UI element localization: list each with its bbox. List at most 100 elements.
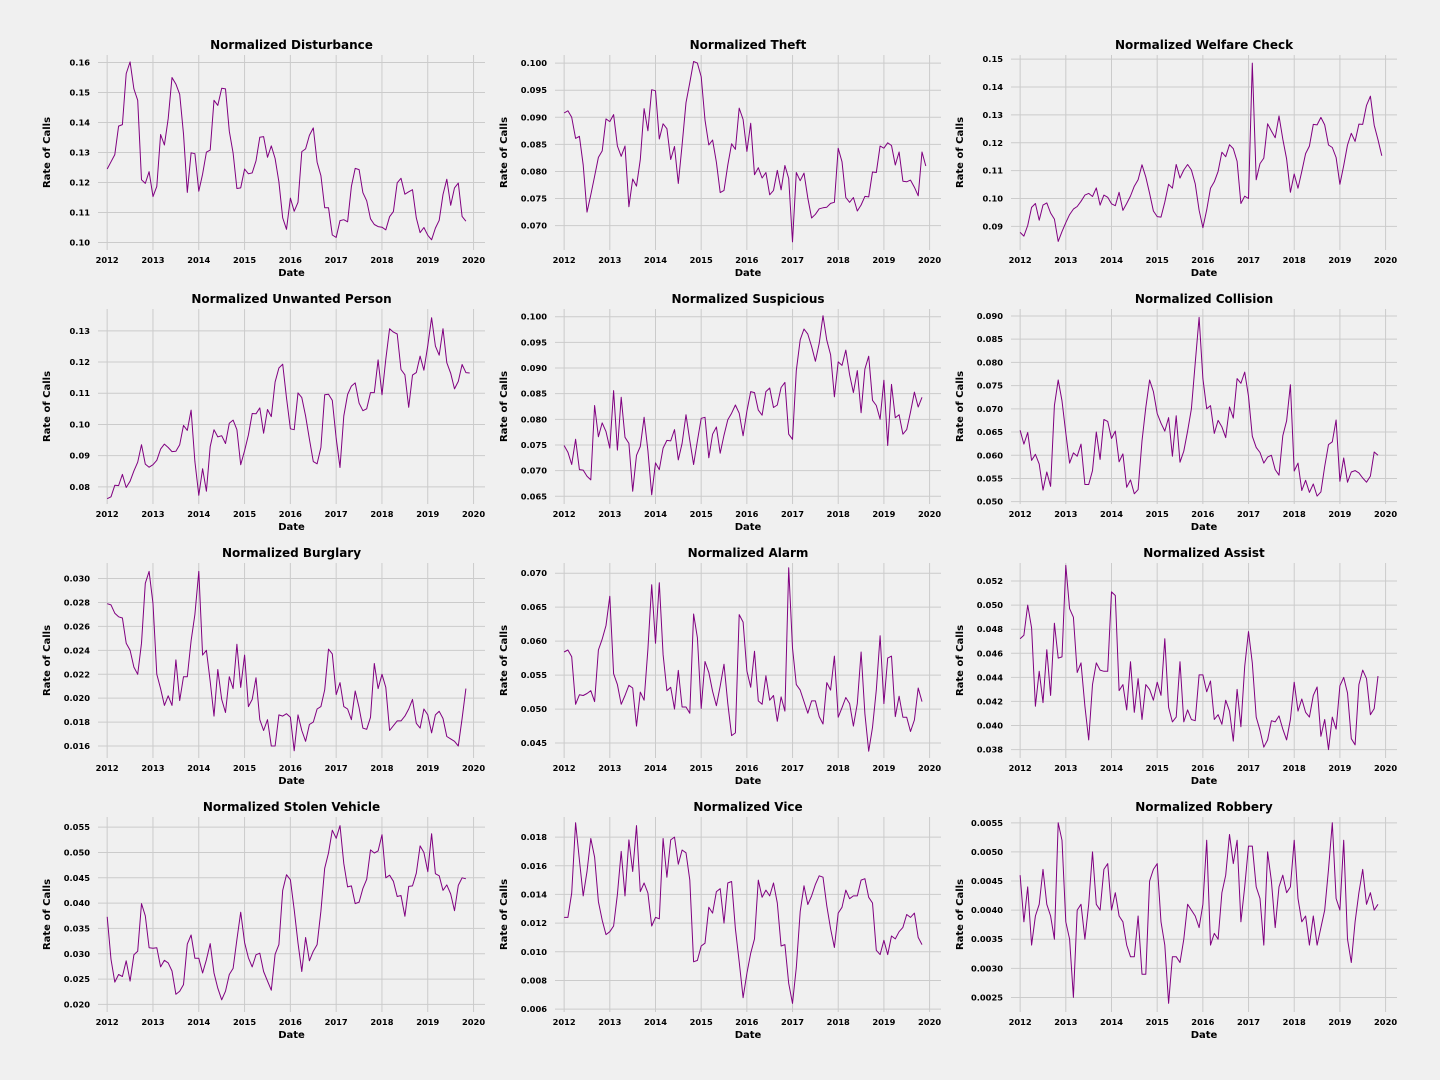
x-tick-label: 2016 [279,509,302,519]
y-tick-label: 0.050 [977,600,1003,610]
series-line-alarm [563,567,923,752]
x-tick-label: 2015 [233,255,256,265]
series-line-assist [1019,564,1379,751]
x-tick-label: 2019 [416,509,439,519]
y-tick-label: 0.008 [521,975,547,985]
y-tick-label: 0.055 [521,670,547,680]
x-tick-label: 2012 [553,255,576,265]
y-tick-label: 0.10 [70,419,91,429]
x-tick-label: 2015 [690,509,713,519]
y-tick-label: 0.030 [64,949,90,959]
series-line-collision [1019,316,1379,497]
y-tick-label: 0.048 [977,624,1003,634]
y-tick-label: 0.010 [521,947,547,957]
x-tick-label: 2019 [1328,763,1351,773]
y-tick-label: 0.055 [977,473,1003,483]
x-tick-label: 2020 [918,1017,941,1027]
x-tick-label: 2013 [141,763,164,773]
y-tick-label: 0.08 [70,482,91,492]
chart-title: Normalized Vice [693,800,802,814]
y-tick-label: 0.085 [521,139,547,149]
y-tick-label: 0.14 [70,118,91,128]
x-tick-label: 2018 [370,509,393,519]
x-tick-label: 2016 [1191,763,1214,773]
x-tick-label: 2013 [1054,763,1077,773]
x-tick-label: 2014 [187,763,210,773]
x-tick-label: 2016 [735,509,758,519]
x-tick-label: 2012 [96,763,119,773]
y-tick-label: 0.006 [521,1004,547,1014]
y-tick-label: 0.040 [64,898,90,908]
series-line-unwanted-person [106,317,470,500]
chart-panel-theft: 0.070 0.075 0.080 0.085 0.090 0.095 0.100 2012 2… [499,38,941,279]
chart-title: Normalized Assist [1143,546,1265,560]
x-tick-label: 2017 [325,509,348,519]
y-axis-label: Rate of Calls [42,371,53,442]
chart-title: Normalized Stolen Vehicle [203,800,380,814]
x-tick-label: 2017 [1237,509,1260,519]
x-tick-label: 2016 [735,255,758,265]
x-axis-label: Date [735,268,762,279]
x-tick-label: 2017 [781,255,804,265]
x-tick-label: 2019 [1328,255,1351,265]
x-axis-label: Date [278,1030,305,1041]
x-tick-label: 2017 [325,255,348,265]
x-tick-label: 2019 [872,509,895,519]
y-tick-label: 0.050 [64,847,90,857]
y-tick-label: 0.100 [521,58,547,68]
x-tick-label: 2020 [918,255,941,265]
y-tick-label: 0.022 [64,669,90,679]
x-tick-label: 2015 [690,763,713,773]
y-tick-label: 0.026 [64,621,90,631]
y-tick-label: 0.065 [521,491,547,501]
x-tick-label: 2020 [462,763,485,773]
y-tick-label: 0.12 [983,138,1004,148]
y-tick-label: 0.16 [70,58,91,68]
x-tick-label: 2018 [370,763,393,773]
x-tick-label: 2012 [1009,255,1032,265]
y-tick-label: 0.0030 [971,963,1003,973]
y-tick-label: 0.13 [70,148,91,158]
x-tick-label: 2016 [279,255,302,265]
y-tick-label: 0.060 [521,636,547,646]
x-tick-label: 2012 [1009,1017,1032,1027]
y-tick-label: 0.016 [521,861,547,871]
x-tick-label: 2013 [141,1017,164,1027]
y-tick-label: 0.095 [521,85,547,95]
x-tick-label: 2019 [416,763,439,773]
x-tick-label: 2018 [827,509,850,519]
chart-panel-vice: 0.006 0.008 0.010 0.012 0.014 0.016 0.018 2012 2… [499,800,941,1041]
y-tick-label: 0.09 [70,451,91,461]
x-tick-label: 2013 [598,509,621,519]
y-tick-label: 0.050 [521,704,547,714]
y-tick-label: 0.11 [70,208,91,218]
y-axis-label: Rate of Calls [499,371,510,442]
y-tick-label: 0.045 [64,873,90,883]
y-tick-label: 0.024 [64,645,90,655]
x-tick-label: 2012 [1009,763,1032,773]
x-tick-label: 2013 [598,255,621,265]
series-line-suspicious [563,315,923,496]
x-tick-label: 2019 [1328,509,1351,519]
y-tick-label: 0.020 [64,693,90,703]
x-tick-label: 2017 [325,763,348,773]
x-tick-label: 2012 [1009,509,1032,519]
y-tick-label: 0.070 [521,466,547,476]
x-tick-label: 2017 [325,1017,348,1027]
x-tick-label: 2014 [644,1017,667,1027]
y-tick-label: 0.0045 [971,876,1003,886]
x-tick-label: 2013 [1054,509,1077,519]
x-tick-label: 2020 [1374,509,1397,519]
y-axis-label: Rate of Calls [955,371,966,442]
y-tick-label: 0.012 [521,918,547,928]
x-tick-label: 2014 [1100,509,1123,519]
y-tick-label: 0.0055 [971,818,1003,828]
y-tick-label: 0.11 [983,166,1004,176]
chart-panel-welfare-check: 0.09 0.10 0.11 0.12 0.13 0.14 0.15 2012 2013 2014… [955,38,1397,279]
x-tick-label: 2019 [416,1017,439,1027]
x-tick-label: 2018 [1283,763,1306,773]
y-tick-label: 0.035 [64,923,90,933]
x-tick-label: 2013 [598,1017,621,1027]
